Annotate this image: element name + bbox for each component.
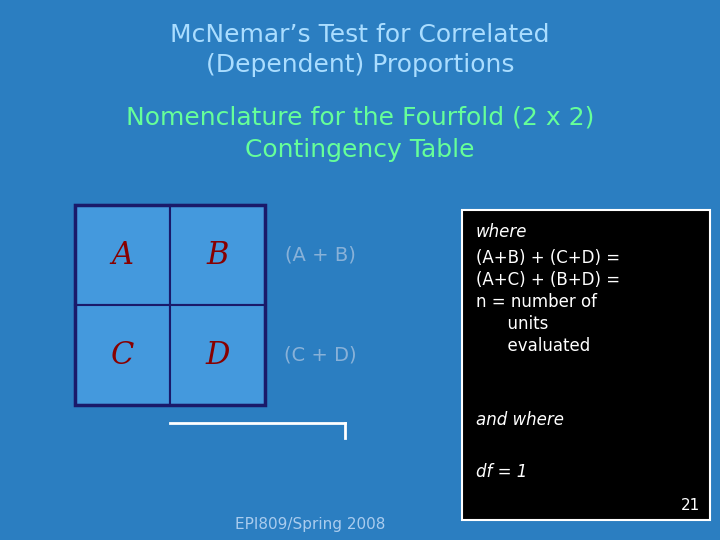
Text: df = 1: df = 1	[476, 463, 527, 481]
Text: (A + B): (A + B)	[284, 246, 356, 265]
Text: EPI809/Spring 2008: EPI809/Spring 2008	[235, 517, 385, 532]
Text: units: units	[476, 315, 549, 333]
Text: (Dependent) Proportions: (Dependent) Proportions	[206, 53, 514, 77]
Text: D: D	[205, 340, 230, 370]
Bar	[75, 205, 170, 305]
Text: (C + D): (C + D)	[284, 346, 356, 365]
Text: 21: 21	[680, 498, 700, 514]
Text: C: C	[111, 340, 134, 370]
Text: McNemar’s Test for Correlated: McNemar’s Test for Correlated	[170, 23, 550, 47]
Text: and where: and where	[476, 411, 564, 429]
Text: B: B	[207, 240, 229, 271]
Bar	[170, 305, 265, 405]
Text: (A+B) + (C+D) =: (A+B) + (C+D) =	[476, 249, 620, 267]
Text: A: A	[112, 240, 133, 271]
Text: n = number of: n = number of	[476, 293, 597, 311]
Bar	[75, 205, 265, 405]
Bar	[462, 210, 710, 520]
Text: (A+C) + (B+D) =: (A+C) + (B+D) =	[476, 271, 620, 289]
Text: Nomenclature for the Fourfold (2 x 2): Nomenclature for the Fourfold (2 x 2)	[126, 106, 594, 130]
Bar	[170, 205, 265, 305]
Text: evaluated: evaluated	[476, 337, 590, 355]
Bar	[75, 305, 170, 405]
Text: where: where	[476, 223, 528, 241]
Text: Contingency Table: Contingency Table	[246, 138, 474, 162]
